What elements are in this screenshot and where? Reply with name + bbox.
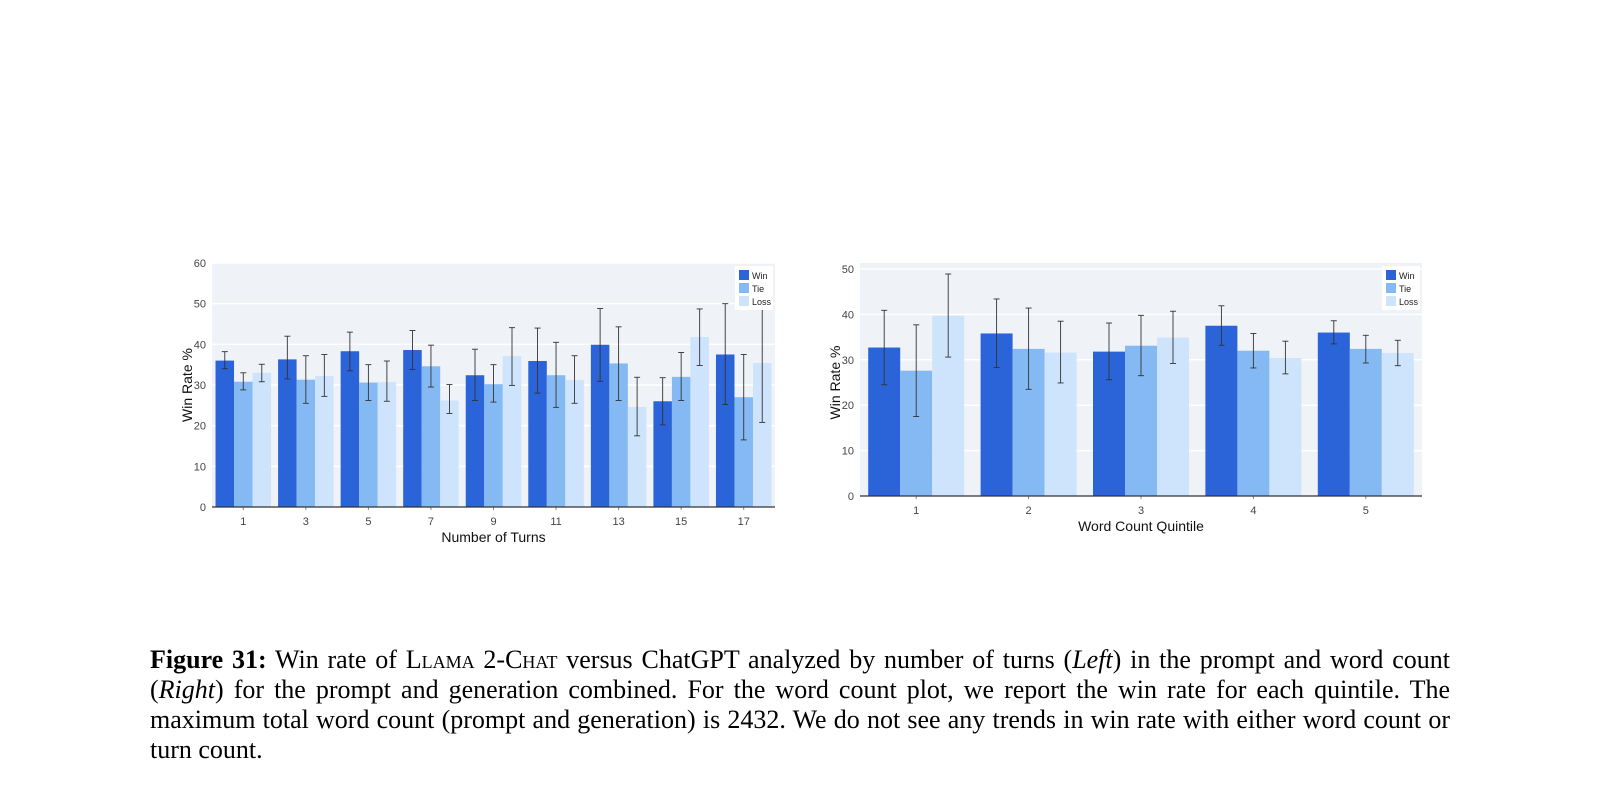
legend-swatch-loss [739, 296, 749, 306]
y-axis-label: Win Rate % [179, 348, 195, 422]
bar-loss [627, 406, 647, 507]
caption-text-3: ) in the prompt and word count ( [150, 645, 1450, 704]
caption-label: Figure 31: [150, 645, 267, 674]
bar-tie [359, 382, 378, 507]
bar-tie [734, 397, 753, 507]
x-tick-label: 7 [428, 516, 434, 528]
bar-tie [671, 376, 691, 507]
bar-tie [609, 363, 628, 507]
bar-win [590, 344, 610, 507]
bar-win [403, 350, 422, 507]
bar-loss [565, 380, 584, 507]
y-tick-label: 0 [200, 502, 206, 514]
legend-swatch-win [739, 270, 749, 280]
x-tick-label: 3 [303, 516, 309, 528]
x-tick-label: 11 [550, 516, 561, 528]
x-axis-label: Number of Turns [441, 529, 545, 545]
y-tick-label: 60 [194, 258, 206, 270]
bar-win [528, 361, 547, 507]
bar-tie [234, 381, 253, 507]
bar-tie [296, 379, 316, 507]
bar-win [715, 354, 735, 507]
caption-text-2: versus ChatGPT analyzed by number of tur… [557, 645, 1073, 674]
y-tick-label: 30 [194, 380, 206, 392]
x-tick-label: 17 [738, 516, 750, 528]
bar-win [653, 401, 672, 507]
bar-win [465, 375, 485, 507]
bar-loss [315, 376, 334, 507]
bar-loss [440, 400, 459, 507]
legend-label-tie: Tie [752, 284, 764, 294]
y-tick-label: 40 [194, 339, 206, 351]
y-tick-label: 50 [194, 299, 206, 311]
bar-win [340, 351, 360, 507]
x-tick-label: 1 [240, 516, 246, 528]
bar-loss [690, 337, 709, 507]
bar-tie [546, 375, 566, 507]
caption-right: Right [158, 675, 216, 704]
y-tick-label: 10 [194, 461, 206, 473]
bar-loss [252, 372, 272, 507]
legend-label-win: Win [752, 271, 768, 281]
caption-text-1: Win rate of [266, 645, 406, 674]
bar-tie [421, 366, 441, 507]
x-tick-label: 15 [675, 516, 687, 528]
figure-caption: Figure 31: Win rate of Llama 2-Chat vers… [150, 645, 1450, 765]
x-tick-label: 9 [490, 516, 496, 528]
caption-text-4: ) for the prompt and generation combined… [150, 675, 1450, 764]
x-tick-label: 13 [612, 516, 624, 528]
caption-left: Left [1072, 645, 1113, 674]
legend-swatch-tie [739, 283, 749, 293]
bar-loss [752, 363, 772, 507]
bar-tie [484, 384, 503, 507]
bar-win [215, 360, 235, 507]
y-tick-label: 20 [194, 421, 206, 433]
bar-win [278, 359, 297, 507]
x-tick-label: 5 [365, 516, 371, 528]
caption-model-name: Llama 2-Chat [405, 645, 558, 674]
bar-loss [502, 356, 522, 507]
bar-loss [377, 382, 397, 507]
legend-label-loss: Loss [752, 297, 772, 307]
